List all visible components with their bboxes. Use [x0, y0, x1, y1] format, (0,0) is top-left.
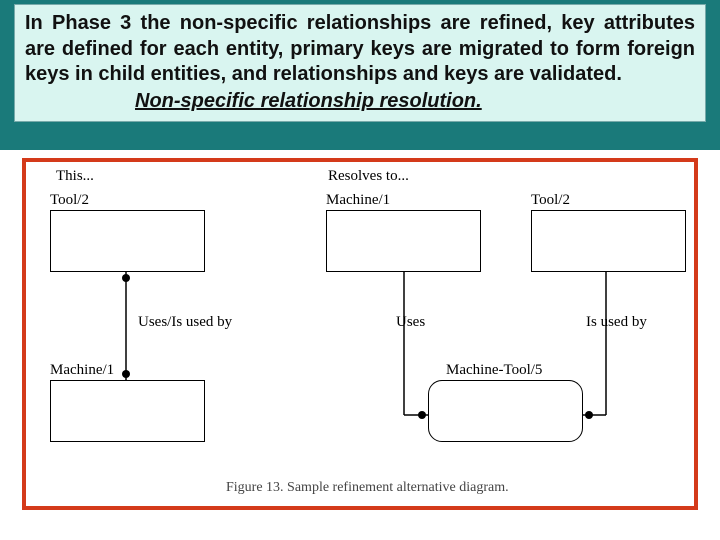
box-tool2-right [531, 210, 686, 272]
box-machine-tool [428, 380, 583, 442]
figure-caption: Figure 13. Sample refinement alternative… [226, 480, 509, 496]
box-machine1-left [50, 380, 205, 442]
label-tool2-left: Tool/2 [50, 192, 89, 209]
label-resolves-to: Resolves to... [328, 168, 409, 185]
label-tool2-right: Tool/2 [531, 192, 570, 209]
label-uses: Uses [396, 314, 425, 331]
label-isusedby: Is used by [586, 314, 647, 331]
box-tool2-left [50, 210, 205, 272]
box-machine1-right [326, 210, 481, 272]
label-this: This... [56, 168, 94, 185]
label-machine1-right: Machine/1 [326, 192, 390, 209]
label-machine-tool: Machine-Tool/5 [446, 362, 542, 379]
label-uses-isusedby: Uses/Is used by [138, 314, 232, 331]
header-body-text: In Phase 3 the non-specific relationship… [25, 11, 695, 88]
header-text-box: In Phase 3 the non-specific relationship… [14, 4, 706, 122]
figure-frame: This... Resolves to... Tool/2 Machine/1 … [22, 158, 698, 510]
figure-canvas: This... Resolves to... Tool/2 Machine/1 … [26, 162, 694, 506]
label-machine1-left: Machine/1 [50, 362, 114, 379]
header-subtitle: Non-specific relationship resolution. [25, 90, 695, 113]
